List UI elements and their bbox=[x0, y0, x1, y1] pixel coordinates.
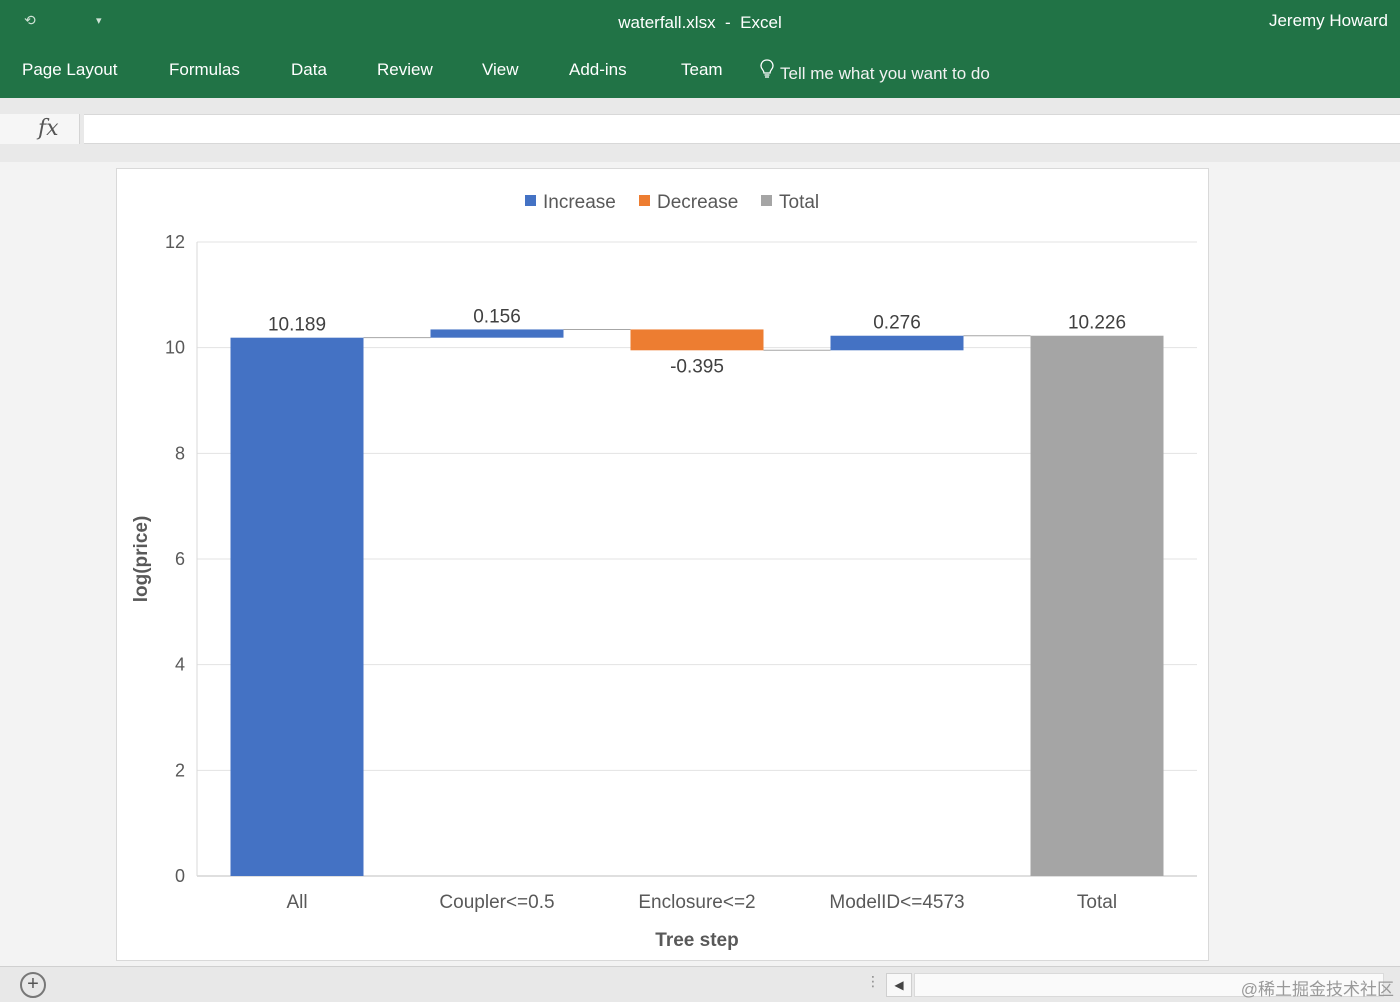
data-label: 0.276 bbox=[873, 313, 921, 334]
customize-toolbar-icon[interactable]: ▾ bbox=[96, 15, 102, 27]
bar-coupler-0-5 bbox=[430, 329, 564, 338]
y-tick-label: 0 bbox=[175, 866, 185, 886]
add-sheet-button[interactable]: + bbox=[20, 972, 46, 998]
undo-icon[interactable]: ⟲ bbox=[24, 12, 36, 28]
tell-me-label: Tell me what you want to do bbox=[780, 64, 990, 83]
x-tick-label: All bbox=[286, 892, 307, 913]
legend-swatch-decrease bbox=[639, 195, 650, 206]
data-label: 10.226 bbox=[1068, 313, 1126, 334]
title-bar: ⟲ ▾ waterfall.xlsx - Excel Jeremy Howard bbox=[0, 0, 1400, 46]
tab-add-ins[interactable]: Add-ins bbox=[569, 60, 627, 79]
tab-formulas[interactable]: Formulas bbox=[169, 60, 240, 79]
horizontal-scrollbar[interactable] bbox=[914, 973, 1384, 997]
user-account[interactable]: Jeremy Howard bbox=[1268, 11, 1388, 30]
bar-enclosure-2 bbox=[630, 329, 764, 351]
x-tick-label: ModelID<=4573 bbox=[829, 892, 964, 913]
scroll-left-button[interactable]: ◀ bbox=[886, 973, 912, 997]
lightbulb-icon bbox=[760, 59, 774, 84]
legend-label-increase: Increase bbox=[543, 192, 616, 213]
y-tick-label: 10 bbox=[165, 338, 185, 358]
insert-function-icon[interactable]: fx bbox=[38, 116, 59, 141]
legend-label-total: Total bbox=[779, 192, 819, 213]
split-handle[interactable]: ⋮ bbox=[866, 973, 880, 989]
y-axis-title: log(price) bbox=[131, 516, 152, 603]
quick-access-toolbar: ⟲ ▾ bbox=[20, 10, 120, 36]
window-title: waterfall.xlsx - Excel bbox=[0, 13, 1400, 33]
bar-modelid-4573 bbox=[830, 335, 964, 351]
legend-swatch-increase bbox=[525, 195, 536, 206]
y-tick-label: 4 bbox=[175, 655, 185, 675]
y-tick-label: 8 bbox=[175, 443, 185, 463]
data-label: 10.189 bbox=[268, 315, 326, 336]
bar-all bbox=[230, 337, 364, 876]
data-label: 0.156 bbox=[473, 306, 521, 327]
data-label: -0.395 bbox=[670, 356, 724, 377]
x-axis-title: Tree step bbox=[655, 930, 738, 951]
x-tick-label: Enclosure<=2 bbox=[638, 892, 755, 913]
legend-label-decrease: Decrease bbox=[657, 192, 738, 213]
status-bar: + ⋮ ◀ @稀土掘金技术社区 bbox=[0, 966, 1400, 1002]
file-name: waterfall.xlsx bbox=[618, 13, 716, 32]
tab-data[interactable]: Data bbox=[291, 60, 327, 79]
tell-me-search[interactable]: Tell me what you want to do bbox=[760, 59, 990, 84]
insert-function-area: fx bbox=[0, 114, 80, 144]
y-tick-label: 2 bbox=[175, 760, 185, 780]
tab-review[interactable]: Review bbox=[377, 60, 433, 79]
formula-bar: fx bbox=[0, 98, 1400, 162]
ribbon-tabs: Page Layout Formulas Data Review View Ad… bbox=[0, 46, 1400, 98]
tab-team[interactable]: Team bbox=[681, 60, 723, 79]
x-tick-label: Total bbox=[1077, 892, 1117, 913]
tab-page-layout[interactable]: Page Layout bbox=[22, 60, 118, 79]
x-tick-label: Coupler<=0.5 bbox=[439, 892, 554, 913]
title-separator: - bbox=[725, 13, 731, 32]
formula-input[interactable] bbox=[84, 114, 1400, 144]
chart-canvas: 0 2 4 6 8 10 12 10.189 All 0.156 Coupler<=0.5 -0.39… bbox=[131, 192, 1197, 951]
app-name: Excel bbox=[740, 13, 782, 32]
watermark: @稀土掘金技术社区 bbox=[1240, 980, 1394, 999]
y-tick-label: 6 bbox=[175, 549, 185, 569]
waterfall-chart[interactable]: 0 2 4 6 8 10 12 10.189 All 0.156 Coupler<=0.5 -0.39… bbox=[116, 168, 1209, 961]
legend-swatch-total bbox=[761, 195, 772, 206]
tab-view[interactable]: View bbox=[482, 60, 519, 79]
bar-total bbox=[1030, 335, 1164, 876]
y-tick-label: 12 bbox=[165, 232, 185, 252]
